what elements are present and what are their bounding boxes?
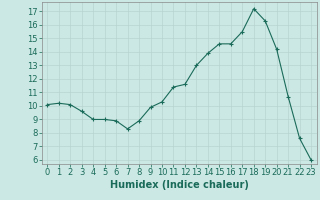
X-axis label: Humidex (Indice chaleur): Humidex (Indice chaleur) bbox=[110, 180, 249, 190]
